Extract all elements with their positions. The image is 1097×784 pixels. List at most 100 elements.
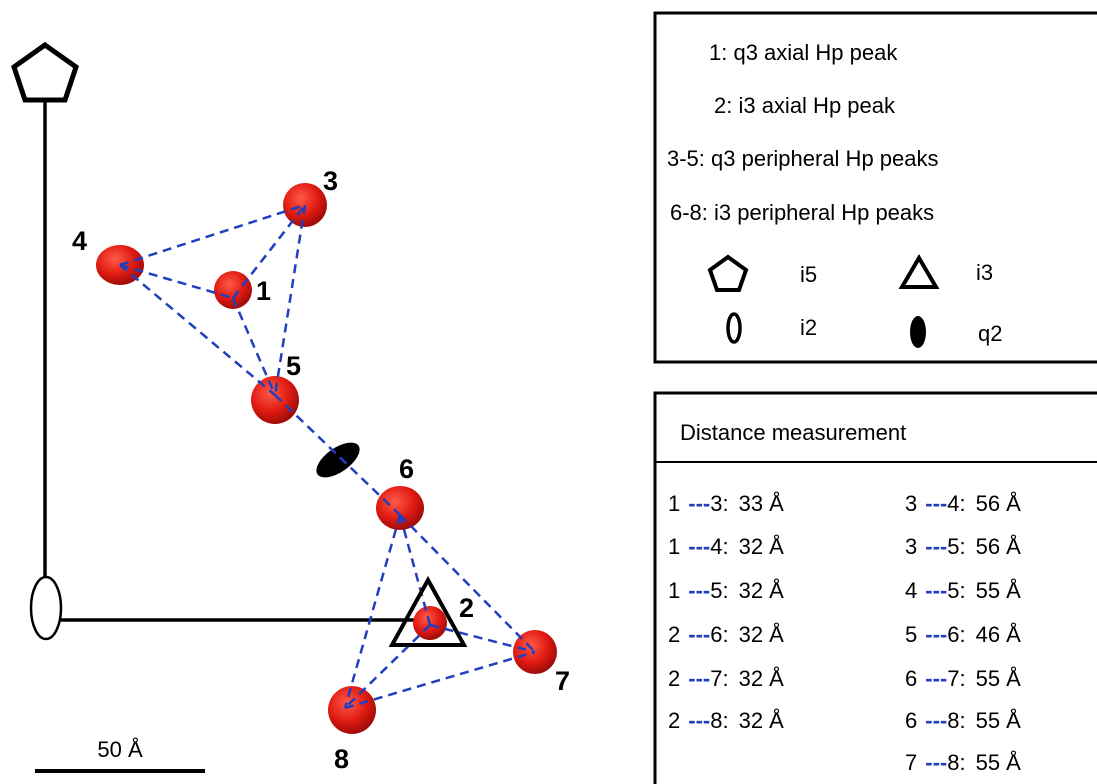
distance-from: 2 — [668, 622, 680, 647]
distance-value: 55 Å — [976, 750, 1022, 775]
distance-value: 32 Å — [739, 708, 785, 733]
distance-connector: --- — [925, 666, 947, 691]
ellipse-symbol — [728, 314, 740, 342]
legend-entry: 6-8: i3 peripheral Hp peaks — [670, 200, 934, 225]
distance-from: 1 — [668, 578, 680, 603]
distance-connector: --- — [925, 534, 947, 559]
distance-value: 32 Å — [739, 534, 785, 559]
distance-from: 6 — [905, 708, 917, 733]
peak-label: 4 — [72, 226, 87, 256]
distance-to: 5: — [947, 534, 965, 559]
distance-to: 4: — [947, 491, 965, 516]
distance-to: 3: — [710, 491, 728, 516]
distance-row: 3 ---4: 56 Å — [905, 491, 1021, 516]
distance-connector: --- — [925, 491, 947, 516]
figure: 1 2 3 4 5 6 7 8 50 Å 1: q3 axial Hp peak… — [0, 0, 1097, 784]
q2-symbol — [311, 436, 366, 484]
peak-label: 8 — [334, 744, 349, 774]
distance-from: 3 — [905, 491, 917, 516]
peak-blob — [214, 271, 252, 309]
distance-row: 2 ---6: 32 Å — [668, 622, 784, 647]
ellipse-symbol — [31, 577, 61, 639]
distance-row: 6 ---7: 55 Å — [905, 666, 1021, 691]
distance-from: 2 — [668, 708, 680, 733]
connection — [120, 265, 275, 395]
distance-value: 55 Å — [976, 666, 1022, 691]
distance-value: 56 Å — [976, 491, 1022, 516]
distance-to: 6: — [947, 622, 965, 647]
distance-connector: --- — [925, 708, 947, 733]
distance-connector: --- — [925, 622, 947, 647]
distance-value: 32 Å — [739, 666, 785, 691]
legend-entry: 2: i3 axial Hp peak — [714, 93, 896, 118]
pentagon-symbol — [14, 45, 76, 100]
scale-bar-label: 50 Å — [97, 737, 143, 762]
distance-row: 7 ---8: 55 Å — [905, 750, 1021, 775]
distance-value: 56 Å — [976, 534, 1022, 559]
distance-from: 6 — [905, 666, 917, 691]
distance-row: 5 ---6: 46 Å — [905, 622, 1021, 647]
legend-symbol-label: i5 — [800, 262, 817, 287]
distance-row: 2 ---8: 32 Å — [668, 708, 784, 733]
legend-symbol-label: i2 — [800, 315, 817, 340]
peak-label: 1 — [256, 276, 271, 306]
distance-from: 5 — [905, 622, 917, 647]
distance-row: 1 ---5: 32 Å — [668, 578, 784, 603]
distance-to: 8: — [947, 750, 965, 775]
distance-to: 5: — [947, 578, 965, 603]
peak-label: 5 — [286, 351, 301, 381]
pentagon-symbol — [710, 257, 746, 290]
distance-from: 1 — [668, 491, 680, 516]
distance-from: 1 — [668, 534, 680, 559]
legend-entry: 1: q3 axial Hp peak — [709, 40, 898, 65]
distance-connector: --- — [688, 578, 710, 603]
distance-from: 3 — [905, 534, 917, 559]
distance-to: 7: — [947, 666, 965, 691]
distance-from: 2 — [668, 666, 680, 691]
distance-to: 6: — [710, 622, 728, 647]
distance-row: 4 ---5: 55 Å — [905, 578, 1021, 603]
distance-rows: 1---3:33 Å1---4:32 Å1---5:32 Å2---6:32 Å… — [668, 491, 1021, 775]
distance-row: 3 ---5: 56 Å — [905, 534, 1021, 559]
q2-symbol — [910, 316, 926, 348]
distance-connector: --- — [925, 578, 947, 603]
connection — [120, 205, 305, 265]
distance-row: 6 ---8: 55 Å — [905, 708, 1021, 733]
distance-value: 55 Å — [976, 708, 1022, 733]
distance-to: 7: — [710, 666, 728, 691]
distance-from: 7 — [905, 750, 917, 775]
distance-connector: --- — [688, 534, 710, 559]
distance-value: 33 Å — [739, 491, 785, 516]
peak-blob — [376, 486, 424, 530]
legend-symbol-label: i3 — [976, 260, 993, 285]
triangle-symbol — [902, 258, 936, 287]
distance-connector: --- — [688, 666, 710, 691]
peak-label: 2 — [459, 593, 474, 623]
distance-connector: --- — [688, 491, 710, 516]
distance-connector: --- — [688, 708, 710, 733]
distance-value: 32 Å — [739, 578, 785, 603]
distance-to: 4: — [710, 534, 728, 559]
distance-connector: --- — [925, 750, 947, 775]
peak-blob — [251, 376, 299, 424]
distance-title: Distance measurement — [680, 420, 906, 445]
distance-row: 1 ---4: 32 Å — [668, 534, 784, 559]
distance-from: 4 — [905, 578, 917, 603]
legend-symbol-label: q2 — [978, 321, 1002, 346]
peak-label: 3 — [323, 166, 338, 196]
distance-value: 46 Å — [976, 622, 1022, 647]
distance-to: 8: — [710, 708, 728, 733]
distance-value: 55 Å — [976, 578, 1022, 603]
distance-to: 5: — [710, 578, 728, 603]
legend-box — [655, 13, 1097, 362]
distance-to: 8: — [947, 708, 965, 733]
peak-label: 7 — [555, 666, 570, 696]
distance-row: 1 ---3: 33 Å — [668, 491, 784, 516]
peak-label: 6 — [399, 454, 414, 484]
distance-row: 2 ---7: 32 Å — [668, 666, 784, 691]
peak-blob — [328, 686, 376, 734]
connection — [345, 515, 400, 708]
legend-entry: 3-5: q3 peripheral Hp peaks — [667, 146, 939, 171]
distance-value: 32 Å — [739, 622, 785, 647]
distance-connector: --- — [688, 622, 710, 647]
